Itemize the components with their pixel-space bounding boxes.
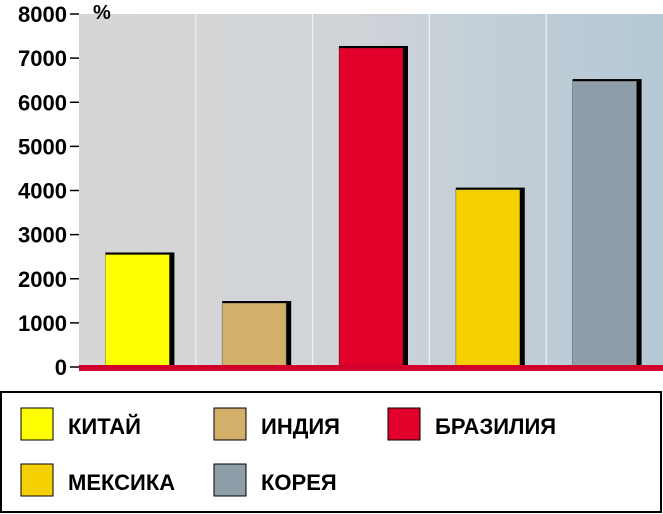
bar: [455, 189, 521, 368]
bar-shadow: [169, 254, 175, 367]
baseline-bar: [79, 365, 663, 371]
y-axis-unit-label: %: [93, 2, 111, 24]
y-tick-label: 7000: [18, 46, 67, 71]
legend-swatch: [213, 407, 247, 441]
legend-swatch: [213, 463, 247, 497]
legend-label: ИНДИЯ: [261, 414, 340, 439]
legend-label: КИТАЙ: [68, 414, 141, 439]
y-tick-label: 8000: [18, 2, 67, 27]
bar-shadow: [519, 189, 525, 367]
bar-shadow: [286, 303, 292, 367]
bar-top-edge: [222, 301, 292, 304]
y-tick-label: 1000: [18, 311, 67, 336]
bar-shadow: [403, 47, 408, 367]
y-tick-label: 3000: [18, 223, 67, 248]
legend-label: КОРЕЯ: [261, 470, 337, 495]
y-tick-label: 5000: [18, 134, 67, 159]
gridlines: [195, 14, 547, 367]
y-tick-label: 6000: [18, 90, 67, 115]
y-tick-label: 4000: [18, 179, 67, 204]
bar-shadow: [636, 81, 642, 367]
bar-top-edge: [339, 45, 408, 48]
legend-label: МЕКСИКА: [68, 470, 175, 495]
y-tick-label: 0: [55, 355, 67, 380]
bar: [221, 302, 287, 368]
bar: [105, 254, 170, 368]
bar-top-edge: [572, 79, 642, 82]
legend-swatch: [20, 407, 54, 441]
legend-box: [0, 391, 662, 513]
bars: [105, 45, 642, 368]
legend-swatch: [387, 407, 421, 441]
legend-label: БРАЗИЛИЯ: [435, 414, 556, 439]
legend-swatch: [20, 463, 54, 497]
bar: [572, 80, 637, 368]
bar-top-edge: [105, 252, 175, 255]
y-tick-label: 2000: [18, 267, 67, 292]
bar: [338, 47, 404, 368]
legend: КИТАЙ ИНДИЯ БРАЗИЛИЯ МЕКСИКА КОРЕЯ: [20, 407, 556, 497]
y-axis: 0 1000 2000 3000 4000 5000 6000 7000 8000: [18, 2, 79, 380]
bar-top-edge: [455, 187, 525, 190]
